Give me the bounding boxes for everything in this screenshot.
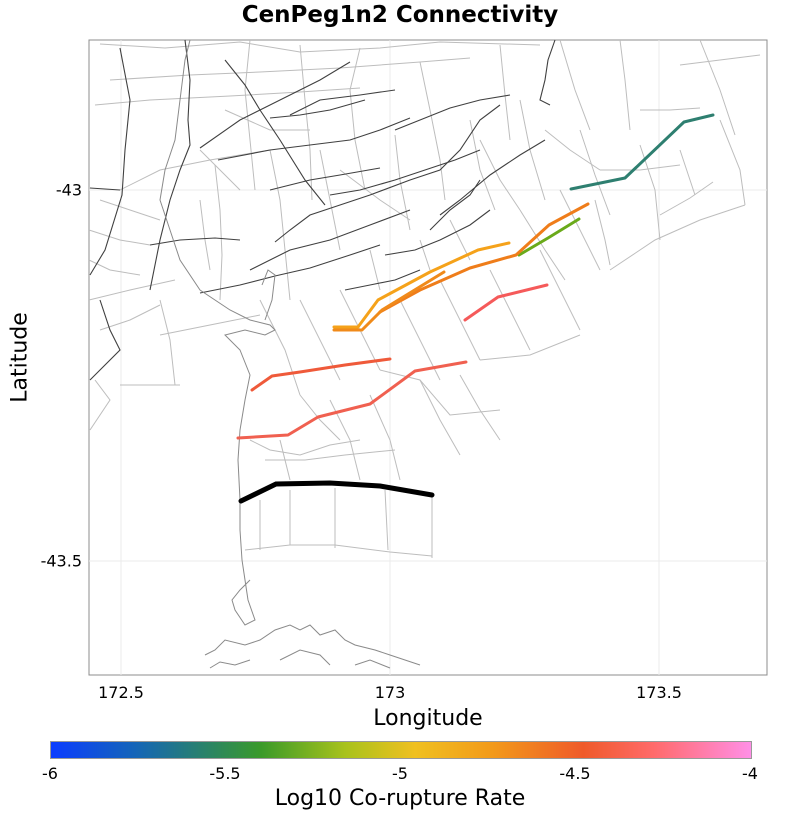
colorbar-tick: -4.5 [559, 764, 591, 783]
rupture-orange-c [332, 270, 446, 332]
rupture-pink-red [463, 283, 549, 322]
x-axis-title: Longitude [373, 706, 483, 731]
x-tick-label: 173.5 [636, 683, 682, 702]
x-tick-label: 172.5 [98, 683, 144, 702]
colorbar-tick: -4 [742, 764, 758, 783]
colorbar-label: Log10 Co-rupture Rate [274, 786, 526, 811]
y-axis-title: Latitude [7, 312, 33, 403]
colorbar-tick: -6 [42, 764, 58, 783]
fault-subsection-grid [88, 39, 761, 558]
coastline [159, 39, 421, 669]
corupture-sections [236, 113, 715, 440]
colorbar-tick: -5.5 [209, 764, 241, 783]
y-tick-label: -43.5 [40, 551, 82, 571]
rupture-green [517, 217, 581, 257]
y-tick-label: -43 [55, 180, 82, 200]
rupture-orange-a [378, 202, 590, 314]
colorbar [50, 741, 752, 759]
colorbar-tick: -5 [392, 764, 408, 783]
x-tick-label: 173 [374, 683, 406, 702]
rupture-red-b [236, 360, 468, 440]
rupture-red-a [250, 357, 392, 392]
rupture-teal [569, 113, 715, 191]
selected-fault-section [238, 480, 435, 504]
fault-traces [89, 39, 556, 381]
plot-panel [88, 39, 768, 676]
rupture-orange-b [332, 241, 511, 329]
map-title: CenPeg1n2 Connectivity [241, 2, 559, 28]
